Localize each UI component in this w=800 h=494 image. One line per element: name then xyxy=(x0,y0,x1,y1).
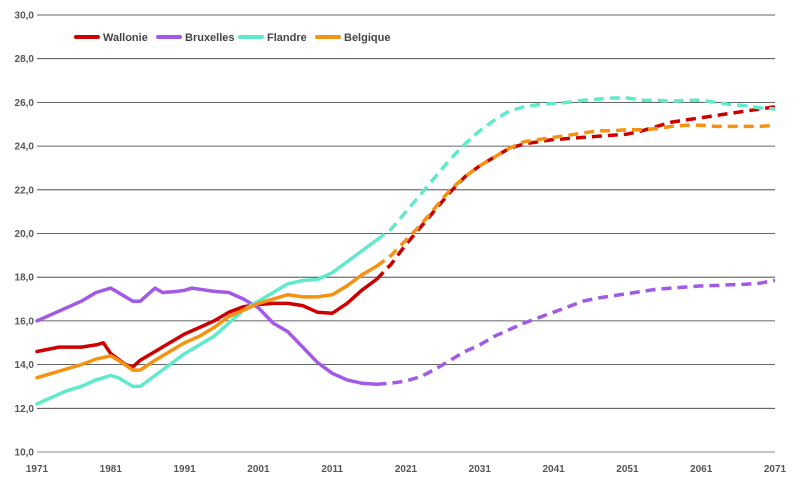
y-tick-label: 24,0 xyxy=(15,142,35,153)
y-tick-label: 12,0 xyxy=(15,404,35,415)
x-tick-label: 2051 xyxy=(616,464,639,475)
x-tick-label: 2001 xyxy=(247,464,270,475)
axes: 10,0 12,0 14,0 16,0 18,0 20,0 22,0 24,0 26,0 28,0… xyxy=(15,11,787,476)
series-line-flandre-observed xyxy=(35,238,379,406)
x-tick-label: 2031 xyxy=(469,464,492,475)
y-tick-label: 22,0 xyxy=(15,185,35,196)
series-line-flandre-projection xyxy=(375,96,776,242)
x-tick-label: 1971 xyxy=(26,464,49,475)
x-tick-label: 1991 xyxy=(173,464,196,475)
y-tick-label: 10,0 xyxy=(15,448,35,459)
grid-lines xyxy=(37,14,775,453)
series-line-belgique-observed xyxy=(35,264,379,380)
series-line-wallonie-projection xyxy=(375,105,776,281)
legend-label-belgique: Belgique xyxy=(344,32,390,44)
x-tick-label: 2041 xyxy=(542,464,565,475)
y-tick-label: 14,0 xyxy=(15,360,35,371)
y-tick-label: 30,0 xyxy=(15,11,35,22)
series-lines xyxy=(35,96,776,406)
y-tick-label: 16,0 xyxy=(15,316,35,327)
series-line-belgique-projection xyxy=(375,123,776,268)
x-tick-label: 2011 xyxy=(321,464,343,475)
x-tick-label: 2071 xyxy=(764,464,787,475)
series-line-bruxelles-projection xyxy=(376,278,776,387)
y-tick-label: 20,0 xyxy=(15,229,35,240)
legend-label-flandre: Flandre xyxy=(267,32,307,44)
y-tick-label: 28,0 xyxy=(15,54,35,65)
series-line-wallonie-observed xyxy=(35,277,379,369)
legend-label-bruxelles: Bruxelles xyxy=(185,32,235,44)
x-tick-label: 2061 xyxy=(690,464,713,475)
y-tick-label: 18,0 xyxy=(15,273,35,284)
x-tick-label: 2021 xyxy=(395,464,418,475)
legend: Wallonie Bruxelles Flandre Belgique xyxy=(74,32,390,44)
x-tick-label: 1981 xyxy=(100,464,123,475)
series-line-bruxelles-observed xyxy=(35,286,379,387)
legend-label-wallonie: Wallonie xyxy=(103,32,148,44)
y-tick-label: 26,0 xyxy=(15,98,35,109)
